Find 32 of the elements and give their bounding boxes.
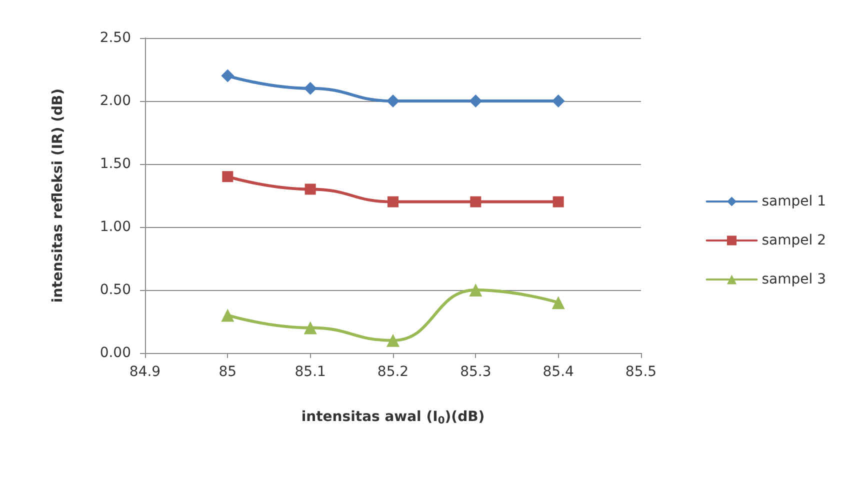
legend-label: sampel 3 <box>762 272 826 288</box>
point <box>386 334 400 347</box>
point <box>221 69 234 82</box>
x-tick-label: 85.5 <box>625 364 657 380</box>
y-tick-label: 0.50 <box>100 282 131 298</box>
point <box>552 196 564 208</box>
point <box>304 184 316 195</box>
y-tick-label: 2.50 <box>100 30 131 46</box>
point <box>386 94 400 108</box>
y-tick-label: 2.00 <box>100 93 131 109</box>
point <box>470 196 482 208</box>
point <box>388 196 398 208</box>
point <box>222 171 234 182</box>
x-tick-label: 85.1 <box>294 364 326 380</box>
point <box>469 94 482 108</box>
x-tick-label: 85.3 <box>460 364 492 380</box>
legend-label: sampel 2 <box>762 232 826 248</box>
x-tick-label: 85.2 <box>377 364 409 380</box>
point <box>552 296 565 310</box>
y-axis-title: intensitas refleksi (IR) (dB) <box>50 88 66 303</box>
x-tick-label: 85.4 <box>542 364 574 380</box>
y-tick-label: 1.50 <box>100 156 131 172</box>
y-tick-label: 1.00 <box>100 219 131 235</box>
x-tick-label: 84.9 <box>129 364 161 380</box>
point <box>304 321 317 334</box>
point <box>304 82 317 95</box>
x-tick-label: 85 <box>218 364 237 380</box>
point <box>221 308 234 322</box>
point <box>552 94 565 108</box>
y-tick-label: 0.00 <box>100 345 131 361</box>
legend-label: sampel 1 <box>762 194 826 210</box>
point <box>469 284 482 296</box>
